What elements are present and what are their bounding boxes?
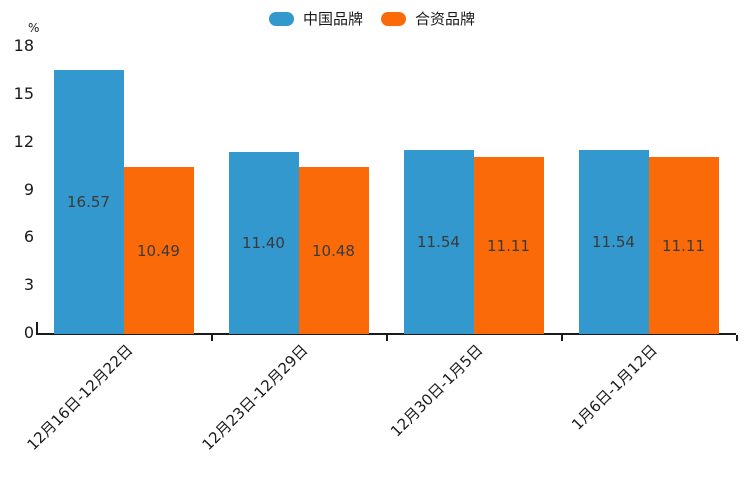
legend-label-joint-venture-brand: 合资品牌: [415, 10, 476, 28]
legend-swatch-china-brand: [268, 11, 294, 26]
bar-joint-venture-brand-group-1: 10.49: [123, 167, 194, 334]
x-axis-category-label: 12月23日-12月29日: [198, 341, 312, 454]
bar-value-label: 11.11: [487, 236, 530, 255]
x-axis-category-label: 12月16日-12月22日: [23, 341, 137, 454]
y-axis-tick-label: 9: [23, 179, 34, 199]
bar-joint-venture-brand-group-2: 10.48: [298, 167, 369, 334]
x-axis-category-label: 12月30日-1月5日: [386, 341, 487, 441]
y-axis-tick-label: 6: [23, 227, 34, 247]
legend-label-china-brand: 中国品牌: [302, 10, 363, 28]
bar-joint-venture-brand-group-3: 11.11: [473, 157, 544, 334]
bar-value-label: 10.49: [137, 241, 180, 260]
y-axis-tick-label: 3: [23, 275, 34, 295]
y-axis-tick-label: 18: [13, 36, 34, 55]
bar-value-label: 11.54: [592, 233, 635, 251]
legend-item-joint-venture-brand[interactable]: 合资品牌: [381, 8, 475, 29]
x-axis-line: [36, 333, 736, 335]
legend: 中国品牌 合资品牌: [0, 8, 744, 29]
bar-value-label: 11.11: [662, 236, 705, 255]
bar-value-label: 11.40: [242, 234, 285, 252]
bar-china-brand-group-1: 16.57: [53, 70, 124, 334]
bar-value-label: 11.54: [417, 233, 460, 251]
x-axis-tick: [386, 335, 388, 341]
bar-value-label: 16.57: [67, 193, 110, 211]
bar-china-brand-group-2: 11.40: [228, 152, 299, 334]
bar-china-brand-group-4: 11.54: [578, 150, 649, 334]
y-axis-tick-label: 0: [23, 323, 34, 342]
y-axis-unit-label: %: [28, 21, 40, 35]
bar-value-label: 10.48: [312, 241, 355, 260]
y-axis-tick-label: 12: [13, 131, 34, 151]
x-axis-category-label: 1月6日-1月12日: [568, 341, 662, 434]
legend-item-china-brand[interactable]: 中国品牌: [268, 8, 363, 29]
y-axis-line: [36, 322, 38, 334]
bar-china-brand-group-3: 11.54: [403, 150, 474, 334]
x-axis-tick: [736, 335, 738, 341]
y-axis-tick-label: 15: [13, 83, 34, 103]
x-axis-tick: [211, 335, 213, 341]
x-axis-tick: [561, 335, 563, 341]
bar-joint-venture-brand-group-4: 11.11: [648, 157, 719, 334]
legend-swatch-joint-venture-brand: [381, 11, 406, 26]
